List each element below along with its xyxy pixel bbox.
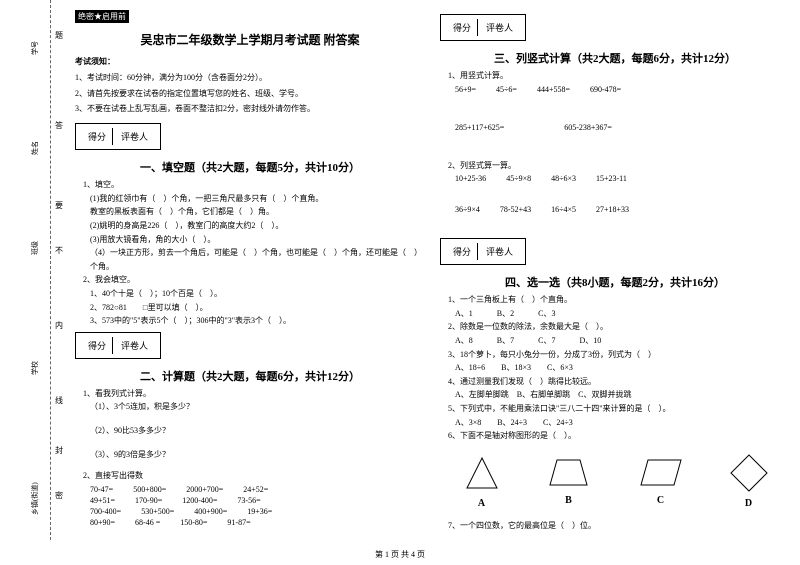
s1-q2-1: 1、40个十是（ ）；10个百是（ ）。 (90, 287, 425, 301)
s2-q1-3: （3）、9的3倍是多少？ (90, 448, 425, 462)
seal-2: 要 (55, 200, 63, 211)
triangle-icon (462, 453, 502, 493)
calc-r0: 70-47=500+800=2000+700=24+52= (90, 485, 425, 494)
binding-margin: 学号 姓名 班级 学校 乡镇(街道) 题 答 要 不 内 线 封 密 (0, 0, 70, 540)
notice-1: 1、考试时间：60分钟，满分为100分（含卷面分2分）。 (75, 72, 425, 85)
s4-q5: 5、下列式中，不能用乘法口诀"三八二十四"来计算的是（ ）。 (448, 402, 790, 416)
section3-title: 三、列竖式计算（共2大题，每题6分，共计12分） (440, 50, 790, 66)
s4-q4: 4、通过测量我们发现（ ）跳得比较远。 (448, 375, 790, 389)
s1-q1-1: (1)我的红领巾有（ ）个角，一把三角尺最多只有（ ）个直角。 (90, 192, 425, 206)
right-column: 得分 评卷人 三、列竖式计算（共2大题，每题6分，共计12分） 1、用竖式计算。… (440, 10, 790, 532)
trapezoid-icon (545, 455, 593, 490)
s3-q2: 2、列竖式算一算。 (448, 159, 790, 173)
s4-q2: 2、除数是一位数的除法，余数最大是（ ）。 (448, 320, 790, 334)
score-box-3: 得分 评卷人 (440, 14, 526, 41)
s4-q5-opts: A、3×8 B、24÷3 C、24÷3 (455, 416, 790, 430)
s1-q2-3: 3、573中的"5"表示5个（ ）；306中的"3"表示3个（ ）。 (90, 314, 425, 328)
margin-label-2: 班级 (30, 241, 40, 255)
seal-7: 密 (55, 490, 63, 501)
s2-q1-1: （1）、3个5连加，积是多少？ (90, 400, 425, 414)
page-footer: 第 1 页 共 4 页 (0, 549, 800, 560)
left-column: 绝密★启用前 吴忠市二年级数学上学期月考试题 附答案 考试须知： 1、考试时间：… (75, 10, 425, 532)
calc-r3: 80+90=68-46 =150-80=91-87= (90, 518, 425, 527)
score-box-4: 得分 评卷人 (440, 238, 526, 265)
s1-q1-2: (2)姚明的身高是226（ ），教室门的高度大约2（ ）。 (90, 219, 425, 233)
section2-title: 二、计算题（共2大题，每题6分，共计12分） (75, 368, 425, 384)
confidential-seal: 绝密★启用前 (75, 10, 129, 23)
s1-q1-3: (3)用放大镜看角，角的大小（ ）。 (90, 233, 425, 247)
reviewer-label: 评卷人 (115, 128, 154, 145)
margin-label-3: 学校 (30, 361, 40, 375)
shape-c: C (636, 495, 686, 506)
shape-a: A (462, 498, 502, 509)
s2-q1-2: （2）、90比53多多少？ (90, 424, 425, 438)
s4-q2-opts: A、8 B、7 C、7 D、10 (455, 334, 790, 348)
notice-3: 3、不要在试卷上乱写乱画，卷面不整洁扣2分，密封线外请勿作答。 (75, 103, 425, 116)
dashed-line (50, 0, 51, 540)
s4-q6: 6、下面不是轴对称图形的是（ ）。 (448, 429, 790, 443)
exam-title: 吴忠市二年级数学上学期月考试题 附答案 (75, 31, 425, 48)
s4-q3-opts: A、18÷6 B、18×3 C、6×3 (455, 361, 790, 375)
s3-q1: 1、用竖式计算。 (448, 69, 790, 83)
score-box-2: 得分 评卷人 (75, 332, 161, 359)
shapes-row: A B C D (440, 453, 790, 509)
s4-q7: 7、一个四位数，它的最高位是（ ）位。 (448, 519, 790, 533)
section1-title: 一、填空题（共2大题，每题5分，共计10分） (75, 159, 425, 175)
shape-b: B (545, 495, 593, 506)
margin-label-1: 姓名 (30, 141, 40, 155)
diamond-icon (729, 453, 769, 493)
parallelogram-icon (636, 455, 686, 490)
s4-q1: 1、一个三角板上有（ ）个直角。 (448, 293, 790, 307)
seal-1: 答 (55, 120, 63, 131)
s1-q1-4: （4）一块正方形，剪去一个角后，可能是（ ）个角，也可能是（ ）个角，还可能是（… (90, 246, 425, 273)
s1-q1-1b: 教室的黑板表面有（ ）个角，它们都是（ ）角。 (90, 205, 425, 219)
notice-2: 2、请首先按要求在试卷的指定位置填写您的姓名、班级、学号。 (75, 88, 425, 101)
s2-q2: 2、直接写出得数 (83, 469, 425, 483)
s4-q1-opts: A、1 B、2 C、3 (455, 307, 790, 321)
seal-0: 题 (55, 30, 63, 41)
calc-r2: 700-400=530+500=400+900=19+36= (90, 507, 425, 516)
s3-r3: 10+25-3645÷9×848÷6×315+23-11 (455, 174, 790, 183)
s1-q1: 1、填空。 (83, 178, 425, 192)
seal-4: 内 (55, 320, 63, 331)
s2-q1: 1、看我列式计算。 (83, 387, 425, 401)
seal-6: 封 (55, 445, 63, 456)
s3-r1: 56+9=45÷6=444+558=690-478= (455, 85, 790, 94)
s3-r4: 36÷9×478-52+4316÷4×527+18+33 (455, 205, 790, 214)
s3-r2: 285+117+625=605-238+367= (455, 123, 790, 132)
section4-title: 四、选一选（共8小题，每题2分，共计16分） (440, 274, 790, 290)
score-label: 得分 (82, 128, 113, 145)
s4-q4-opts: A、左脚单脚跳 B、右脚单脚跳 C、双脚并拢跳 (455, 388, 790, 402)
notice-title: 考试须知： (75, 56, 425, 69)
shape-d: D (729, 498, 769, 509)
seal-3: 不 (55, 245, 63, 256)
score-box-1: 得分 评卷人 (75, 123, 161, 150)
s1-q2-2: 2、782○81 □里可以填（ ）。 (90, 301, 425, 315)
s1-q2: 2、我会填空。 (83, 273, 425, 287)
s4-q3: 3、18个萝卜，每只小兔分一份，分成了3份，列式为（ ） (448, 348, 790, 362)
margin-label-4: 乡镇(街道) (30, 482, 40, 515)
calc-r1: 49+51=170-90=1200-400=73-56= (90, 496, 425, 505)
seal-5: 线 (55, 395, 63, 406)
margin-label-0: 学号 (30, 41, 40, 55)
main-content: 绝密★启用前 吴忠市二年级数学上学期月考试题 附答案 考试须知： 1、考试时间：… (75, 10, 795, 532)
